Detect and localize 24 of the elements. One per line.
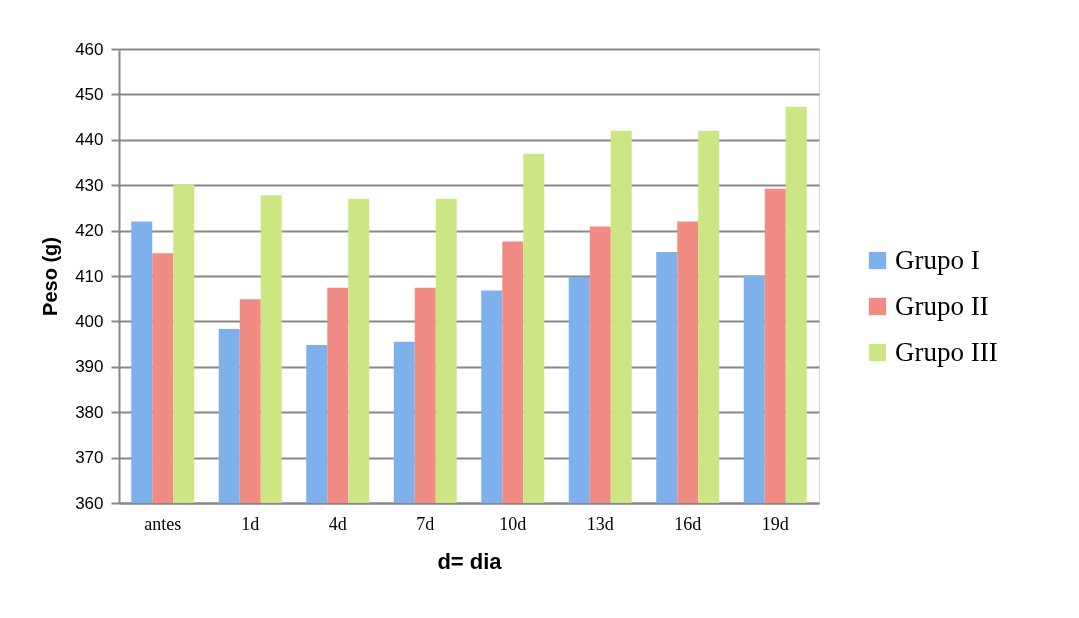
- y-tick-label: 380: [75, 402, 104, 422]
- x-tick-label: antes: [144, 513, 182, 534]
- x-tick-label: 13d: [586, 513, 614, 534]
- y-tick-label: 410: [75, 266, 104, 286]
- y-tick-label: 460: [75, 39, 104, 59]
- x-tick-label: 10d: [499, 513, 527, 534]
- x-tick-label: 4d: [328, 513, 347, 534]
- x-tick-label: 16d: [674, 513, 702, 534]
- legend-label: Grupo III: [895, 336, 998, 367]
- y-tick-label: 440: [75, 130, 104, 150]
- y-tick-label: 420: [75, 221, 104, 241]
- x-tick-label: 7d: [416, 513, 435, 534]
- y-tick-label: 370: [75, 448, 104, 468]
- y-axis-title: Peso (g): [39, 237, 62, 316]
- legend-label: Grupo II: [895, 290, 989, 321]
- y-tick-label: 400: [75, 311, 104, 331]
- x-tick-label: 19d: [761, 513, 789, 534]
- legend-label: Grupo I: [895, 244, 980, 275]
- x-axis-title: d= dia: [437, 548, 503, 574]
- y-tick-label: 450: [75, 84, 104, 104]
- y-tick-label: 430: [75, 175, 104, 195]
- y-tick-label: 390: [75, 357, 104, 377]
- x-tick-label: 1d: [241, 513, 260, 534]
- y-tick-label: 360: [75, 493, 104, 513]
